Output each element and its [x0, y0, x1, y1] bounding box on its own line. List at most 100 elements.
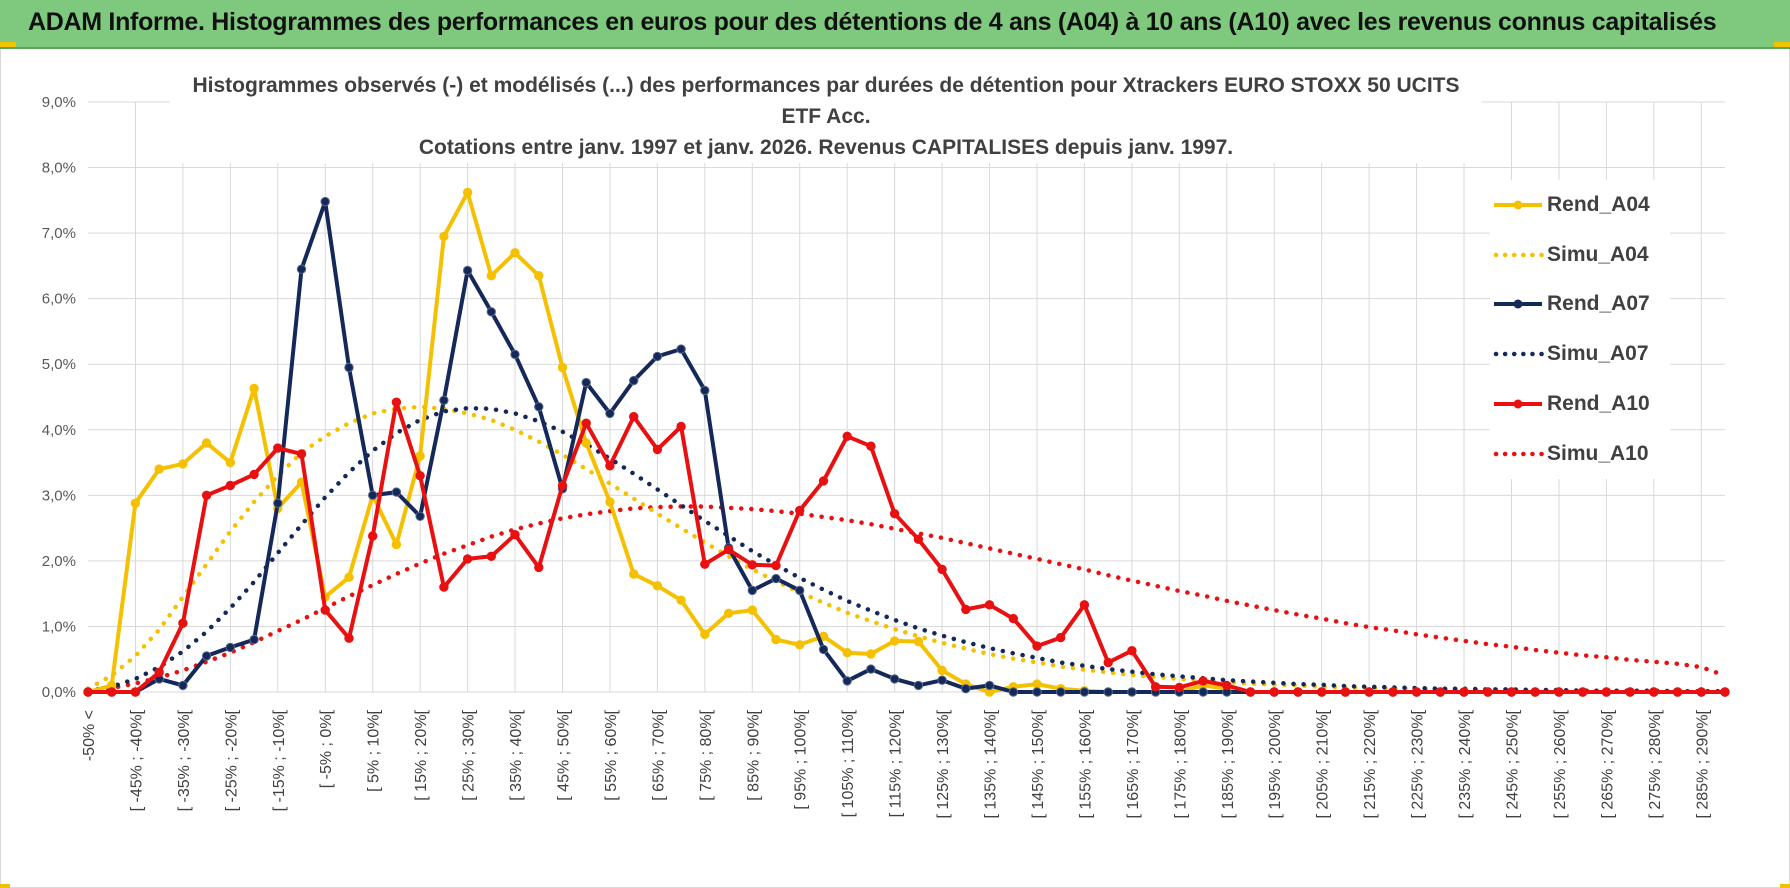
x-tick-label: [ 55% ; 60%[	[603, 709, 620, 800]
data-point	[344, 633, 354, 643]
x-tick-label: [ 125% ; 130%[	[935, 709, 952, 818]
data-point	[201, 438, 212, 448]
data-point	[368, 490, 378, 500]
data-point	[273, 498, 283, 508]
data-point	[652, 444, 663, 455]
data-point	[1198, 676, 1208, 686]
chart-legend: Rend_A04 Simu_A04 Rend_A07 Simu_A07 Rend_A10…	[1490, 180, 1670, 479]
y-tick-label: 6,0%	[42, 291, 76, 308]
x-tick-label: [ 215% ; 220%[	[1362, 709, 1379, 818]
data-point	[747, 605, 757, 615]
data-point	[130, 687, 141, 697]
data-point	[391, 397, 402, 407]
data-point	[984, 680, 995, 691]
data-point	[747, 560, 757, 570]
x-tick-label: [ -5% ; 0%[	[318, 709, 335, 788]
data-point	[700, 559, 710, 569]
data-point	[391, 539, 402, 550]
legend-label: Simu_A07	[1547, 342, 1649, 366]
y-axis-ticks: 0,0% 1,0% 2,0% 3,0% 4,0% 5,0% 6,0% 7,0% 8,0% 9,0%	[42, 94, 76, 701]
x-tick-label: [ -25% ; -20%[	[223, 709, 240, 811]
legend-label: Rend_A07	[1547, 292, 1650, 316]
data-point	[391, 487, 402, 497]
data-point	[1079, 600, 1090, 610]
data-point	[178, 459, 188, 469]
data-point	[842, 648, 852, 658]
data-point	[486, 551, 496, 561]
data-point	[605, 497, 615, 507]
data-point	[1388, 687, 1398, 697]
data-point	[676, 421, 686, 432]
legend-item: Rend_A10	[1490, 379, 1670, 429]
data-point	[1269, 687, 1279, 697]
legend-item: Rend_A07	[1490, 280, 1670, 330]
data-point	[652, 351, 663, 362]
data-point	[178, 680, 188, 691]
x-tick-label: [ 265% ; 270%[	[1599, 709, 1616, 818]
series-line	[88, 400, 1725, 694]
data-point	[1720, 687, 1730, 697]
data-point	[581, 377, 591, 388]
data-point	[486, 307, 496, 317]
data-point	[320, 196, 330, 207]
data-point	[700, 385, 710, 396]
data-point	[1008, 613, 1018, 624]
x-tick-label: [ 35% ; 40%[	[508, 709, 525, 800]
x-tick-label: [ -15% ; -10%[	[271, 709, 288, 811]
data-point	[415, 511, 425, 521]
data-point	[937, 675, 947, 685]
data-point	[415, 451, 425, 461]
legend-swatch	[1494, 399, 1542, 409]
legend-swatch	[1493, 352, 1545, 357]
data-point	[320, 605, 330, 615]
legend-swatch	[1493, 451, 1545, 457]
data-point	[1127, 687, 1137, 697]
bottom-corner-left	[0, 884, 10, 888]
x-tick-label: [ 165% ; 170%[	[1125, 709, 1142, 818]
y-tick-label: 1,0%	[42, 618, 76, 635]
data-point	[249, 469, 259, 480]
series-line	[85, 504, 1728, 693]
data-point	[557, 480, 568, 491]
data-point	[1625, 687, 1635, 697]
legend-item: Simu_A10	[1490, 429, 1670, 479]
legend-label: Rend_A04	[1547, 192, 1650, 216]
x-tick-label: [ 115% ; 120%[	[888, 709, 905, 817]
data-point	[154, 464, 164, 474]
series-rend_a10	[83, 397, 1730, 697]
y-tick-label: 7,0%	[42, 225, 76, 242]
data-point	[1150, 682, 1161, 692]
data-point	[1103, 687, 1113, 697]
data-point	[534, 562, 544, 573]
x-tick-label: [ 195% ; 200%[	[1267, 709, 1284, 818]
data-point	[154, 667, 164, 677]
series-simu_a07	[85, 405, 1728, 694]
y-tick-label: 4,0%	[42, 422, 76, 439]
data-point	[557, 362, 568, 373]
page-banner: ADAM Informe. Histogrammes des performan…	[0, 0, 1790, 49]
data-point	[723, 545, 734, 555]
x-tick-label: [ 65% ; 70%[	[650, 709, 667, 800]
bottom-corner-right	[1780, 884, 1790, 888]
data-point	[866, 441, 876, 451]
legend-item: Simu_A07	[1490, 329, 1670, 379]
data-point	[296, 264, 307, 274]
data-point	[629, 412, 639, 422]
data-point	[889, 636, 900, 646]
series-simu_a10	[85, 504, 1728, 693]
data-point	[1364, 687, 1374, 697]
x-tick-label: -50% <	[81, 710, 98, 761]
data-point	[795, 585, 805, 596]
series-rend_a07	[83, 196, 1730, 697]
data-point	[462, 187, 473, 198]
chart-series	[83, 187, 1730, 697]
x-tick-label: [ 75% ; 80%[	[698, 709, 715, 800]
data-point	[462, 554, 473, 564]
data-point	[344, 572, 354, 582]
x-tick-label: [ 175% ; 180%[	[1172, 709, 1189, 818]
data-point	[771, 573, 781, 584]
data-point	[605, 461, 615, 471]
banner-title: ADAM Informe. Histogrammes des performan…	[28, 8, 1717, 36]
data-point	[676, 344, 686, 354]
legend-label: Simu_A04	[1547, 242, 1649, 266]
